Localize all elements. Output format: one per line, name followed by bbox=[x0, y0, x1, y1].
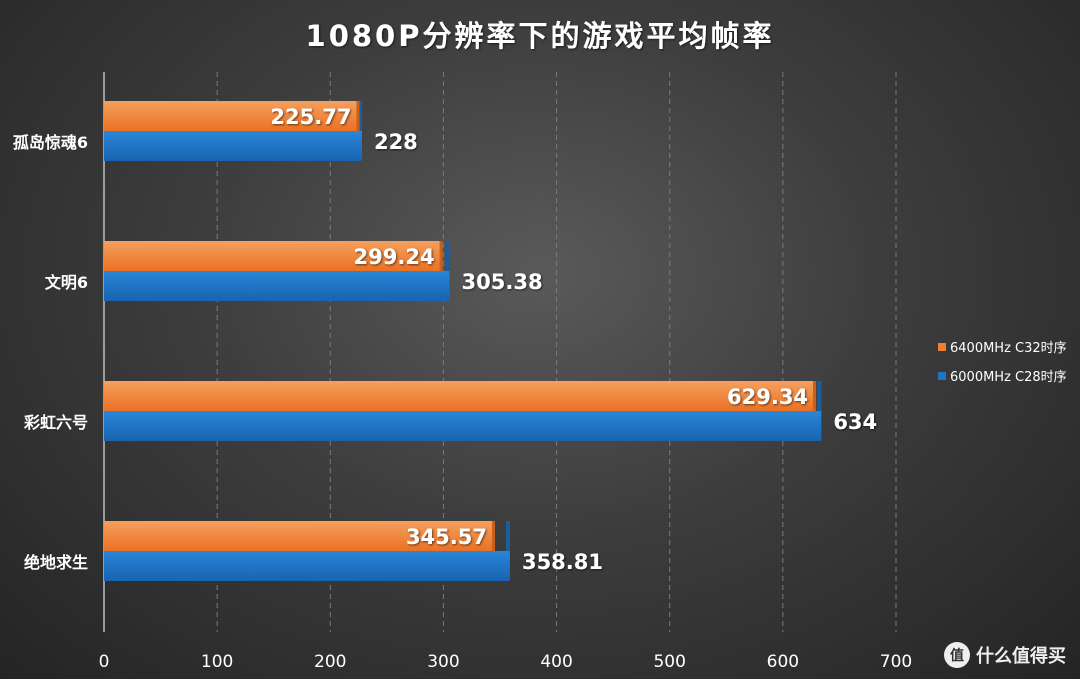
value-label-series1: 629.34 bbox=[727, 385, 808, 409]
watermark: 值 什么值得买 bbox=[944, 641, 1066, 669]
bar-series1-edge bbox=[439, 241, 443, 271]
value-label-series2: 305.38 bbox=[462, 270, 543, 294]
bar-series1-edge bbox=[491, 521, 495, 551]
bar-series1-edge bbox=[813, 381, 817, 411]
chart-title: 1080P分辨率下的游戏平均帧率 bbox=[306, 19, 775, 53]
watermark-text: 什么值得买 bbox=[976, 646, 1066, 667]
x-tick-label: 0 bbox=[99, 652, 110, 672]
bar-series2 bbox=[104, 131, 362, 161]
category-label: 绝地求生 bbox=[24, 553, 88, 572]
x-tick-label: 200 bbox=[314, 652, 346, 672]
x-tick-label: 700 bbox=[880, 652, 912, 672]
legend-swatch-series1 bbox=[938, 343, 946, 351]
x-tick-label: 600 bbox=[767, 652, 799, 672]
value-label-series1: 299.24 bbox=[354, 245, 435, 269]
value-label-series1: 225.77 bbox=[270, 105, 351, 129]
watermark-logo-icon: 值 bbox=[944, 642, 970, 668]
legend-swatch-series2 bbox=[938, 372, 946, 380]
value-label-series2: 228 bbox=[374, 130, 418, 154]
x-tick-label: 400 bbox=[540, 652, 572, 672]
legend-label-series2: 6000MHz C28时序 bbox=[950, 370, 1067, 385]
x-tick-label: 300 bbox=[427, 652, 459, 672]
bar-series2-edge bbox=[445, 241, 450, 271]
value-label-series1: 345.57 bbox=[406, 525, 487, 549]
bar-series1 bbox=[104, 241, 443, 271]
category-label: 文明6 bbox=[45, 273, 88, 292]
value-label-series2: 358.81 bbox=[522, 550, 603, 574]
bar-series2-edge bbox=[817, 381, 822, 411]
bar-series1-edge bbox=[356, 101, 360, 131]
bar-series1 bbox=[104, 521, 495, 551]
bar-series2-edge bbox=[357, 101, 362, 131]
bar-series1 bbox=[104, 101, 360, 131]
value-label-series2: 634 bbox=[833, 410, 877, 434]
category-label: 孤岛惊魂6 bbox=[13, 133, 88, 152]
bar-series2 bbox=[104, 271, 450, 301]
x-tick-label: 500 bbox=[653, 652, 685, 672]
bar-series2 bbox=[104, 551, 510, 581]
x-tick-label: 100 bbox=[201, 652, 233, 672]
bar-series2 bbox=[104, 411, 822, 441]
category-label: 彩虹六号 bbox=[23, 413, 88, 432]
bar-series2-edge bbox=[505, 521, 510, 551]
legend-label-series1: 6400MHz C32时序 bbox=[950, 341, 1067, 356]
bar-series1 bbox=[104, 381, 817, 411]
